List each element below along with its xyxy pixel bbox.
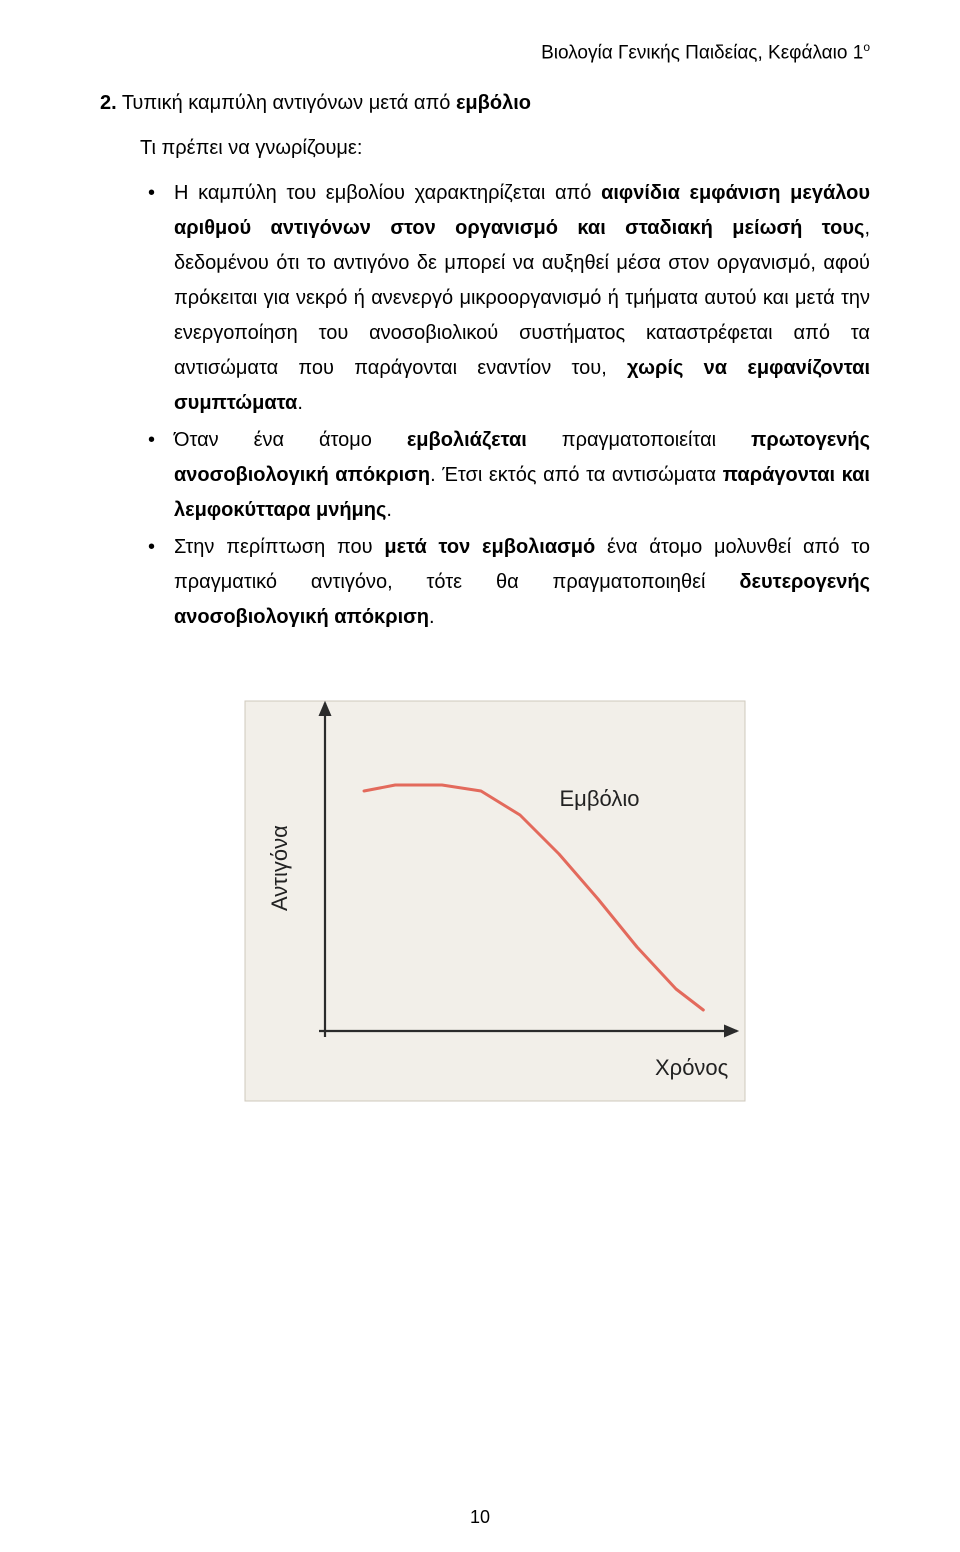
page: Βιολογία Γενικής Παιδείας, Κεφάλαιο 1ο 2… bbox=[0, 0, 960, 1552]
bullet-text: Όταν ένα άτομο bbox=[174, 429, 407, 451]
section-number: 2. bbox=[100, 92, 117, 114]
section-title-part1: Τυπική καμπύλη αντιγόνων μετά από bbox=[122, 92, 456, 114]
header-text: Βιολογία Γενικής Παιδείας, Κεφάλαιο 1 bbox=[541, 42, 863, 63]
list-item: Όταν ένα άτομο εμβολιάζεται πραγματοποιε… bbox=[140, 423, 870, 528]
svg-text:Αντιγόνα: Αντιγόνα bbox=[267, 825, 292, 911]
page-header: Βιολογία Γενικής Παιδείας, Κεφάλαιο 1ο bbox=[100, 40, 870, 64]
bullet-text: . bbox=[386, 499, 392, 521]
header-sup: ο bbox=[863, 40, 870, 54]
page-number: 10 bbox=[0, 1507, 960, 1528]
section-title-bold: εμβόλιο bbox=[456, 92, 531, 114]
bullet-bold: εμβολιάζεται bbox=[407, 429, 527, 451]
bullet-text: Η καμπύλη του εμβολίου χαρακτηρίζεται απ… bbox=[174, 182, 601, 204]
section-title: 2. Τυπική καμπύλη αντιγόνων μετά από εμβ… bbox=[100, 92, 870, 115]
bullet-bold: μετά τον εμβολιασμό bbox=[384, 536, 595, 558]
svg-text:Χρόνος: Χρόνος bbox=[655, 1055, 728, 1080]
list-item: Η καμπύλη του εμβολίου χαρακτηρίζεται απ… bbox=[140, 176, 870, 421]
bullet-text: Στην περίπτωση που bbox=[174, 536, 384, 558]
svg-text:Εμβόλιο: Εμβόλιο bbox=[560, 786, 640, 811]
bullet-text: . bbox=[297, 392, 303, 414]
intro-line: Τι πρέπει να γνωρίζουμε: bbox=[140, 137, 870, 160]
vaccine-chart: Αντιγόνα Χρόνος Εμβόλιο bbox=[205, 681, 765, 1146]
bullet-text: . bbox=[429, 606, 435, 628]
list-item: Στην περίπτωση που μετά τον εμβολιασμό έ… bbox=[140, 530, 870, 635]
bullet-text: πραγματοποιείται bbox=[527, 429, 751, 451]
bullet-text: . Έτσι εκτός από τα αντισώματα bbox=[430, 464, 723, 486]
bullet-list: Η καμπύλη του εμβολίου χαρακτηρίζεται απ… bbox=[140, 176, 870, 635]
bullet-text: , δεδομένου ότι το αντιγόνο δε μπορεί να… bbox=[174, 217, 870, 379]
chart-svg: Αντιγόνα Χρόνος Εμβόλιο bbox=[205, 681, 765, 1141]
